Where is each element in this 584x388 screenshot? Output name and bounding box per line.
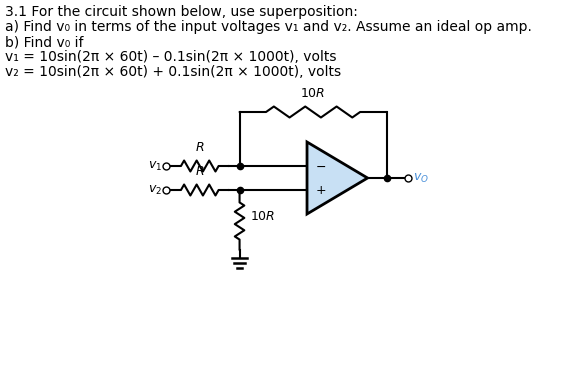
Text: $10R$: $10R$	[300, 87, 326, 100]
Text: v₂ = 10sin(2π × 60t) + 0.1sin(2π × 1000t), volts: v₂ = 10sin(2π × 60t) + 0.1sin(2π × 1000t…	[5, 65, 341, 79]
Text: 3.1 For the circuit shown below, use superposition:: 3.1 For the circuit shown below, use sup…	[5, 5, 358, 19]
Text: $R$: $R$	[195, 165, 204, 178]
Text: $+$: $+$	[315, 184, 326, 196]
Text: a) Find v₀ in terms of the input voltages v₁ and v₂. Assume an ideal op amp.: a) Find v₀ in terms of the input voltage…	[5, 20, 532, 34]
Text: $-$: $-$	[315, 159, 326, 173]
Text: $v_1$: $v_1$	[148, 159, 162, 173]
Text: b) Find v₀ if: b) Find v₀ if	[5, 35, 84, 49]
Polygon shape	[307, 142, 367, 214]
Text: $R$: $R$	[195, 141, 204, 154]
Text: $v_2$: $v_2$	[148, 184, 162, 197]
Text: $v_O$: $v_O$	[412, 171, 429, 185]
Text: v₁ = 10sin(2π × 60t) – 0.1sin(2π × 1000t), volts: v₁ = 10sin(2π × 60t) – 0.1sin(2π × 1000t…	[5, 50, 337, 64]
Text: $10R$: $10R$	[250, 210, 275, 222]
